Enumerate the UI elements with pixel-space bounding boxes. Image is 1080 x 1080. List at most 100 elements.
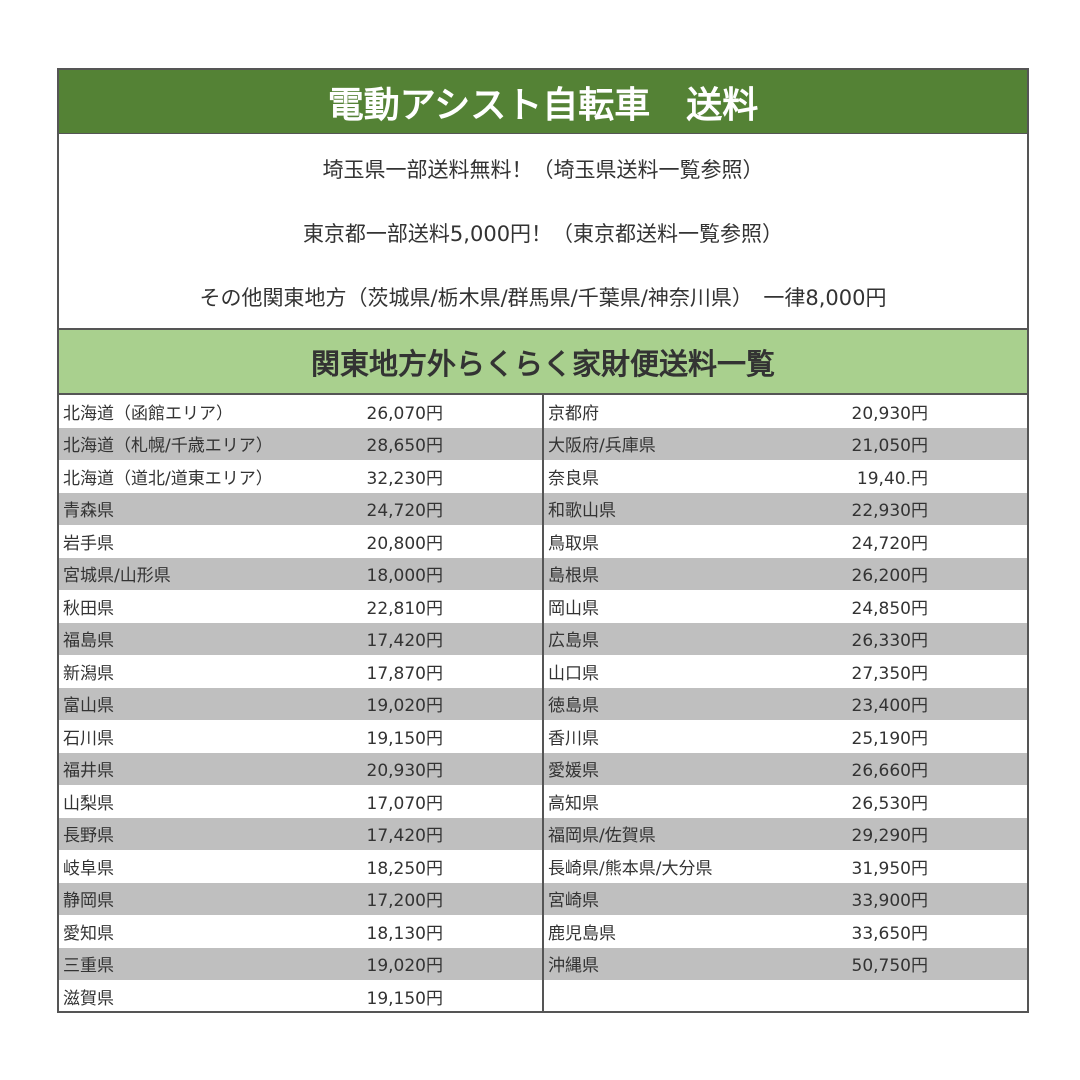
table-row: 石川県 19,150円 <box>59 720 542 753</box>
table-row: 和歌山県 22,930円 <box>544 492 1027 525</box>
region-name: 大阪府/兵庫県 <box>548 436 656 457</box>
shipping-price: 24,720円 <box>851 533 928 554</box>
notes: 埼玉県一部送料無料！（埼玉県送料一覧参照） 東京都一部送料5,000円！（東京都… <box>59 134 1027 328</box>
shipping-price: 22,930円 <box>851 501 928 522</box>
region-name: 長崎県/熊本県/大分県 <box>548 858 713 879</box>
shipping-price: 19,020円 <box>366 956 443 977</box>
table-row: 福島県 17,420円 <box>59 622 542 655</box>
shipping-price: 24,850円 <box>851 598 928 619</box>
shipping-price: 26,660円 <box>851 761 928 782</box>
table-row: 京都府 20,930円 <box>544 395 1027 428</box>
region-name: 高知県 <box>548 793 599 814</box>
table-row: 新潟県 17,870円 <box>59 655 542 688</box>
shipping-price: 18,130円 <box>366 923 443 944</box>
shipping-price: 19,150円 <box>366 728 443 749</box>
table-row: 奈良県 19,40.円 <box>544 460 1027 493</box>
region-name: 岡山県 <box>548 598 599 619</box>
region-name: 宮城県/山形県 <box>63 566 171 587</box>
region-name: 鳥取県 <box>548 533 599 554</box>
region-name: 徳島県 <box>548 696 599 717</box>
table-row: 愛媛県 26,660円 <box>544 752 1027 785</box>
shipping-price: 50,750円 <box>851 956 928 977</box>
rate-table: 北海道（函館エリア） 26,070円 北海道（札幌/千歳エリア） 28,650円 北海道… <box>59 395 1027 1013</box>
shipping-price: 19,020円 <box>366 696 443 717</box>
region-name: 岐阜県 <box>63 858 114 879</box>
table-row: 長崎県/熊本県/大分県 31,950円 <box>544 850 1027 883</box>
note-kanto: その他関東地方（茨城県/栃木県/群馬県/千葉県/神奈川県） 一律8,000円 <box>199 286 887 310</box>
region-name: 広島県 <box>548 631 599 652</box>
shipping-price: 20,930円 <box>366 761 443 782</box>
region-name: 京都府 <box>548 403 599 424</box>
shipping-price: 32,230円 <box>366 468 443 489</box>
region-name: 北海道（函館エリア） <box>63 403 233 424</box>
table-row: 高知県 26,530円 <box>544 785 1027 818</box>
region-name: 三重県 <box>63 956 114 977</box>
table-row: 徳島県 23,400円 <box>544 687 1027 720</box>
shipping-price: 33,900円 <box>851 891 928 912</box>
shipping-price: 27,350円 <box>851 663 928 684</box>
region-name: 石川県 <box>63 728 114 749</box>
region-name: 鹿児島県 <box>548 923 616 944</box>
shipping-price: 24,720円 <box>366 501 443 522</box>
shipping-table: 電動アシスト自転車 送料 埼玉県一部送料無料！（埼玉県送料一覧参照） 東京都一部… <box>57 68 1029 1013</box>
shipping-price: 22,810円 <box>366 598 443 619</box>
table-row: 岩手県 20,800円 <box>59 525 542 558</box>
shipping-price: 17,420円 <box>366 631 443 652</box>
shipping-price: 31,950円 <box>851 858 928 879</box>
table-row: 北海道（函館エリア） 26,070円 <box>59 395 542 428</box>
region-name: 奈良県 <box>548 468 599 489</box>
shipping-price: 18,250円 <box>366 858 443 879</box>
region-name: 北海道（札幌/千歳エリア） <box>63 436 273 457</box>
table-row: 大阪府/兵庫県 21,050円 <box>544 427 1027 460</box>
table-row: 鳥取県 24,720円 <box>544 525 1027 558</box>
right-column: 京都府 20,930円大阪府/兵庫県 21,050円奈良県 19,40.円和歌山県 22… <box>544 395 1027 1013</box>
shipping-price: 17,420円 <box>366 826 443 847</box>
region-name: 福井県 <box>63 761 114 782</box>
shipping-price: 26,530円 <box>851 793 928 814</box>
table-row: 長野県 17,420円 <box>59 817 542 850</box>
table-row: 広島県 26,330円 <box>544 622 1027 655</box>
table-row: 滋賀県 19,150円 <box>59 980 542 1013</box>
table-row: 山梨県 17,070円 <box>59 785 542 818</box>
table-row: 山口県 27,350円 <box>544 655 1027 688</box>
table-row: 静岡県 17,200円 <box>59 882 542 915</box>
region-name: 香川県 <box>548 728 599 749</box>
region-name: 秋田県 <box>63 598 114 619</box>
region-name: 福島県 <box>63 631 114 652</box>
table-row: 岐阜県 18,250円 <box>59 850 542 883</box>
shipping-price: 26,200円 <box>851 566 928 587</box>
table-row: 秋田県 22,810円 <box>59 590 542 623</box>
region-name: 山口県 <box>548 663 599 684</box>
table-row: 鹿児島県 33,650円 <box>544 915 1027 948</box>
region-name: 島根県 <box>548 566 599 587</box>
shipping-price: 20,800円 <box>366 533 443 554</box>
region-name: 滋賀県 <box>63 988 114 1009</box>
region-name: 愛知県 <box>63 923 114 944</box>
region-name: 福岡県/佐賀県 <box>548 826 656 847</box>
table-row: 北海道（札幌/千歳エリア） 28,650円 <box>59 427 542 460</box>
left-column: 北海道（函館エリア） 26,070円 北海道（札幌/千歳エリア） 28,650円 北海道… <box>59 395 544 1013</box>
table-row: 青森県 24,720円 <box>59 492 542 525</box>
shipping-price: 17,070円 <box>366 793 443 814</box>
note-tokyo: 東京都一部送料5,000円！（東京都送料一覧参照） <box>302 222 784 246</box>
shipping-price: 17,870円 <box>366 663 443 684</box>
shipping-price: 18,000円 <box>366 566 443 587</box>
region-name: 愛媛県 <box>548 761 599 782</box>
table-row: 宮城県/山形県 18,000円 <box>59 557 542 590</box>
shipping-price: 19,40.円 <box>856 468 928 489</box>
table-row: 福岡県/佐賀県 29,290円 <box>544 817 1027 850</box>
table-row: 島根県 26,200円 <box>544 557 1027 590</box>
table-row: 北海道（道北/道東エリア） 32,230円 <box>59 460 542 493</box>
shipping-price: 20,930円 <box>851 403 928 424</box>
shipping-price: 26,330円 <box>851 631 928 652</box>
table-row: 愛知県 18,130円 <box>59 915 542 948</box>
region-name: 北海道（道北/道東エリア） <box>63 468 273 489</box>
shipping-price: 33,650円 <box>851 923 928 944</box>
table-row: 富山県 19,020円 <box>59 687 542 720</box>
table-row: 香川県 25,190円 <box>544 720 1027 753</box>
region-name: 静岡県 <box>63 891 114 912</box>
region-name: 宮崎県 <box>548 891 599 912</box>
region-name: 沖縄県 <box>548 956 599 977</box>
section-title: 関東地方外らくらく家財便送料一覧 <box>59 328 1027 395</box>
shipping-price: 19,150円 <box>366 988 443 1009</box>
